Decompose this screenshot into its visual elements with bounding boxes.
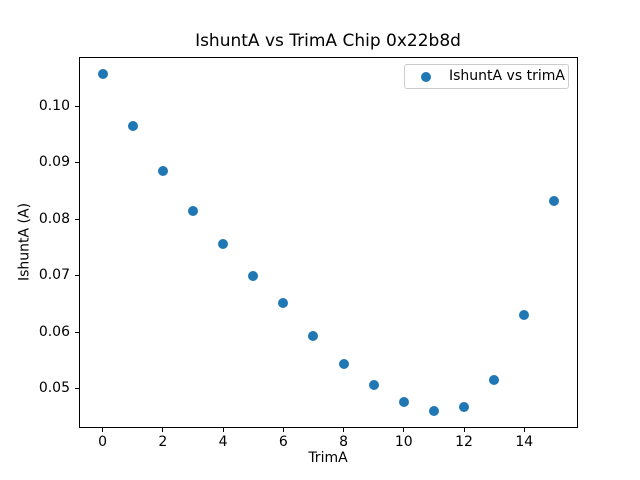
y-tick-label: 0.05 <box>38 380 70 397</box>
scatter-point <box>187 206 198 217</box>
y-tick <box>75 218 80 220</box>
y-tick <box>75 275 80 277</box>
x-tick-label: 2 <box>158 434 168 450</box>
scatter-point <box>549 195 560 206</box>
scatter-point <box>519 310 530 321</box>
scatter-point <box>368 379 379 390</box>
x-tick-label: 10 <box>394 434 413 450</box>
scatter-point <box>278 298 289 309</box>
scatter-point <box>218 238 229 249</box>
x-tick-label: 8 <box>339 434 348 450</box>
y-tick <box>75 162 80 164</box>
scatter-point <box>338 358 349 369</box>
scatter-point <box>459 401 470 412</box>
x-tick <box>403 427 405 432</box>
x-tick <box>343 427 345 432</box>
chart-title: IshuntA vs TrimA Chip 0x22b8d <box>195 31 461 51</box>
x-tick-label: 6 <box>278 434 288 450</box>
scatter-point <box>97 69 108 80</box>
x-tick <box>162 427 164 432</box>
legend-label: IshuntA vs trimA <box>449 68 565 84</box>
plot-area <box>79 57 578 428</box>
x-tick <box>222 427 224 432</box>
legend: IshuntA vs trimA <box>404 64 569 89</box>
scatter-point <box>398 397 409 408</box>
y-tick-label: 0.06 <box>38 323 70 340</box>
y-tick <box>75 106 80 108</box>
x-tick-label: 12 <box>455 434 473 450</box>
scatter-point <box>428 405 439 416</box>
y-tick <box>75 331 80 333</box>
scatter-point <box>127 121 138 132</box>
legend-marker-icon <box>421 71 431 82</box>
scatter-point <box>248 270 259 281</box>
x-tick <box>523 427 525 432</box>
y-tick <box>75 388 80 390</box>
scatter-point <box>157 165 168 176</box>
y-tick-label: 0.08 <box>38 210 70 227</box>
scatter-point <box>308 330 319 341</box>
x-tick <box>282 427 284 432</box>
y-tick-label: 0.09 <box>38 154 70 171</box>
y-tick-label: 0.10 <box>38 98 70 115</box>
x-tick-label: 4 <box>218 434 228 450</box>
scatter-point <box>489 375 500 386</box>
x-tick <box>102 427 104 432</box>
x-tick-label: 14 <box>515 434 534 450</box>
x-tick <box>463 427 465 432</box>
x-axis-label: TrimA <box>308 450 348 466</box>
y-tick-label: 0.07 <box>38 267 70 284</box>
x-tick-label: 0 <box>98 434 108 450</box>
